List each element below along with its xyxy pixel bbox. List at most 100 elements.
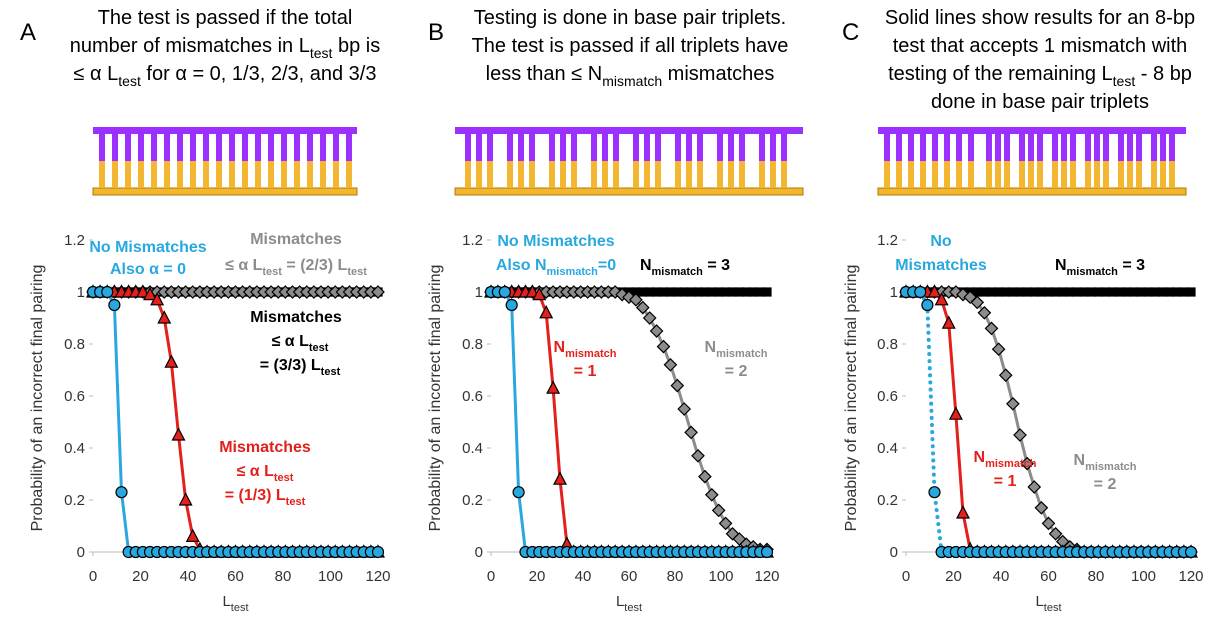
marker: [670, 378, 685, 393]
annotation-text: ≤ α L: [272, 333, 310, 350]
series-line: [491, 290, 767, 554]
panel-label: B: [428, 19, 444, 46]
annotation: Nmismatch: [705, 339, 768, 360]
base-upper: [268, 134, 274, 161]
y-tick-label: 0.6: [877, 388, 898, 405]
base-upper: [320, 134, 326, 161]
y-tick-label: 1.2: [877, 232, 898, 249]
x-tick-label: 80: [667, 568, 684, 585]
y-tick-label: 0.8: [877, 336, 898, 353]
base-upper: [884, 134, 890, 161]
base-upper: [602, 134, 608, 161]
marker: [984, 321, 999, 336]
x-tick-label: 60: [621, 568, 638, 585]
marker: [171, 427, 186, 441]
annotation-subscript: mismatch: [1067, 266, 1119, 278]
annotation: Mismatches: [895, 257, 987, 274]
base-upper: [675, 134, 681, 161]
base-upper: [465, 134, 471, 161]
base-upper: [995, 134, 1001, 161]
base-lower: [560, 161, 566, 188]
annotation-text: Mismatches: [219, 439, 311, 456]
base-lower: [1103, 161, 1109, 188]
marker: [1041, 516, 1056, 531]
panel-description: Testing is done in base pair triplets.: [474, 7, 786, 29]
base-upper: [307, 134, 313, 161]
y-tick-label: 0.8: [462, 336, 483, 353]
panel-description-text: for α = 0, 1/3, 2/3, and 3/3: [141, 63, 377, 85]
marker: [498, 285, 511, 299]
panel-description-text: number of mismatches in L: [70, 35, 310, 57]
marker: [991, 342, 1006, 357]
base-upper: [507, 134, 513, 161]
annotation: = 1: [574, 363, 597, 380]
base-lower: [686, 161, 692, 188]
base-lower: [268, 161, 274, 188]
annotation-subscript: test: [309, 342, 329, 354]
annotation: = (3/3) Ltest: [260, 357, 341, 378]
x-axis-label-text: L: [222, 593, 230, 610]
annotation: Mismatches: [250, 309, 342, 326]
annotation-subscript: test: [286, 496, 306, 508]
base-lower: [177, 161, 183, 188]
annotation-subscript: mismatch: [565, 348, 617, 360]
panel-description-subscript: test: [310, 45, 333, 61]
x-axis-label-text: L: [616, 593, 624, 610]
marker: [1034, 500, 1049, 515]
base-lower: [644, 161, 650, 188]
annotation-text: Also α = 0: [110, 261, 186, 278]
base-upper: [697, 134, 703, 161]
panel-description: Solid lines show results for an 8-bp: [885, 7, 1195, 29]
marker: [178, 492, 193, 506]
base-lower: [164, 161, 170, 188]
base-lower: [770, 161, 776, 188]
base-upper: [216, 134, 222, 161]
base-lower: [884, 161, 890, 188]
x-tick-label: 80: [275, 568, 292, 585]
base-upper: [112, 134, 118, 161]
base-upper: [770, 134, 776, 161]
x-tick-label: 40: [575, 568, 592, 585]
x-tick-label: 0: [89, 568, 97, 585]
base-lower: [229, 161, 235, 188]
marker: [977, 305, 992, 320]
marker: [1186, 287, 1196, 297]
base-lower: [1019, 161, 1025, 188]
panel-description-text: The test is passed if all triplets have: [472, 35, 789, 57]
base-upper: [346, 134, 352, 161]
x-tick-label: 20: [132, 568, 149, 585]
marker: [1020, 456, 1034, 471]
marker: [656, 339, 671, 354]
base-lower: [529, 161, 535, 188]
annotation-text: Mismatches: [250, 309, 342, 326]
series-line: [93, 290, 378, 554]
base-upper: [896, 134, 902, 161]
annotation-text: = (2/3) L: [282, 257, 348, 274]
annotation-text: Also N: [496, 257, 547, 274]
base-lower: [932, 161, 938, 188]
base-upper: [1169, 134, 1175, 161]
panel-description: testing of the remaining Ltest - 8 bp: [888, 63, 1192, 89]
marker: [927, 284, 942, 298]
base-lower: [1136, 161, 1142, 188]
base-upper: [1103, 134, 1109, 161]
base-upper: [255, 134, 261, 161]
marker: [698, 469, 712, 484]
panel-description-text: mismatches: [662, 63, 774, 85]
base-upper: [644, 134, 650, 161]
base-upper: [739, 134, 745, 161]
base-lower: [294, 161, 300, 188]
marker: [539, 305, 554, 319]
base-upper: [1118, 134, 1124, 161]
annotation: Nmismatch: [1074, 452, 1137, 473]
base-lower: [602, 161, 608, 188]
marker: [663, 357, 678, 372]
base-lower: [1094, 161, 1100, 188]
panel-description-text: testing of the remaining L: [888, 63, 1113, 85]
marker: [164, 354, 179, 368]
annotation: No: [930, 233, 952, 250]
base-upper: [1019, 134, 1025, 161]
marker: [718, 516, 733, 531]
base-upper: [476, 134, 482, 161]
panel-label: A: [20, 19, 36, 46]
